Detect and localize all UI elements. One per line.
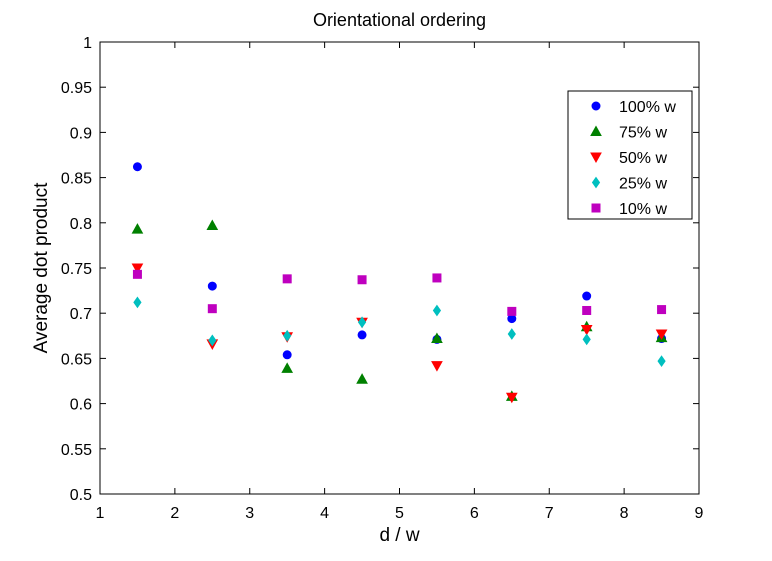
data-point <box>208 334 217 347</box>
legend-box <box>567 90 693 220</box>
x-tick-label: 9 <box>695 505 704 522</box>
x-tick-label: 1 <box>96 505 105 522</box>
data-point <box>582 291 592 301</box>
data-point <box>206 219 219 231</box>
x-axis-label: d / w <box>379 525 419 546</box>
data-point <box>207 304 217 314</box>
data-point <box>283 329 292 342</box>
x-tick-label: 7 <box>545 505 554 522</box>
data-point <box>655 329 668 341</box>
legend-marker <box>590 125 602 136</box>
data-point <box>282 274 292 284</box>
y-tick-label: 0.85 <box>61 171 92 188</box>
legend-marker <box>591 101 601 111</box>
data-point <box>657 305 667 315</box>
series-4 <box>132 269 667 316</box>
legend-marker <box>590 152 602 164</box>
x-tick-label: 4 <box>320 505 329 522</box>
legend-label: 100% w <box>619 99 676 116</box>
data-point <box>356 373 368 384</box>
legend-label: 50% w <box>619 150 667 167</box>
y-tick-label: 0.8 <box>70 216 92 233</box>
data-point <box>131 263 144 275</box>
data-point <box>432 273 442 283</box>
data-point <box>132 162 142 172</box>
axis-ticks <box>99 41 700 495</box>
legend-marker <box>591 176 601 189</box>
legend-marker <box>591 203 601 213</box>
data-point <box>357 275 367 285</box>
y-tick-label: 1 <box>83 35 92 52</box>
data-point <box>207 281 217 291</box>
y-tick-label: 0.95 <box>61 80 92 97</box>
data-point <box>582 333 591 346</box>
data-point <box>507 328 516 340</box>
axis-tick-labels: 1 2 3 4 5 6 7 8 9 0.5 0.55 0.6 0.65 0.7 0.75 0.8 0.85 0.9… <box>61 35 704 522</box>
legend-label: 25% w <box>619 176 667 193</box>
x-tick-label: 8 <box>620 505 629 522</box>
chart-title: Orientational ordering <box>313 10 486 30</box>
y-axis-label: Average dot product <box>31 182 52 353</box>
data-point <box>505 392 518 404</box>
data-point <box>133 296 142 309</box>
y-tick-label: 0.6 <box>70 397 92 414</box>
x-tick-label: 5 <box>395 505 404 522</box>
y-tick-label: 0.75 <box>61 261 92 278</box>
legend: 100% w 75% w 50% w 25% w 10% w <box>567 90 693 220</box>
data-point <box>432 304 442 317</box>
y-tick-label: 0.7 <box>70 306 92 323</box>
data-points <box>131 162 668 404</box>
y-tick-label: 0.55 <box>61 442 92 459</box>
x-tick-label: 2 <box>170 505 179 522</box>
data-point <box>132 269 142 279</box>
y-tick-label: 0.9 <box>70 125 92 142</box>
x-tick-label: 6 <box>470 505 479 522</box>
data-point <box>282 350 292 360</box>
data-point <box>357 330 367 340</box>
data-point <box>357 316 367 329</box>
y-tick-label: 0.65 <box>61 351 92 368</box>
legend-entries: 100% w 75% w 50% w 25% w 10% w <box>590 99 676 218</box>
data-point <box>431 332 443 344</box>
data-point <box>582 305 592 315</box>
series-3 <box>133 296 666 367</box>
data-point <box>657 355 666 367</box>
x-tick-label: 3 <box>245 505 254 522</box>
data-point <box>431 361 443 372</box>
legend-label: 10% w <box>619 201 667 218</box>
data-point <box>507 306 517 316</box>
y-tick-label: 0.5 <box>70 487 92 504</box>
data-point <box>131 223 144 234</box>
legend-label: 75% w <box>619 125 667 142</box>
data-point <box>281 362 294 373</box>
data-point <box>580 324 593 336</box>
